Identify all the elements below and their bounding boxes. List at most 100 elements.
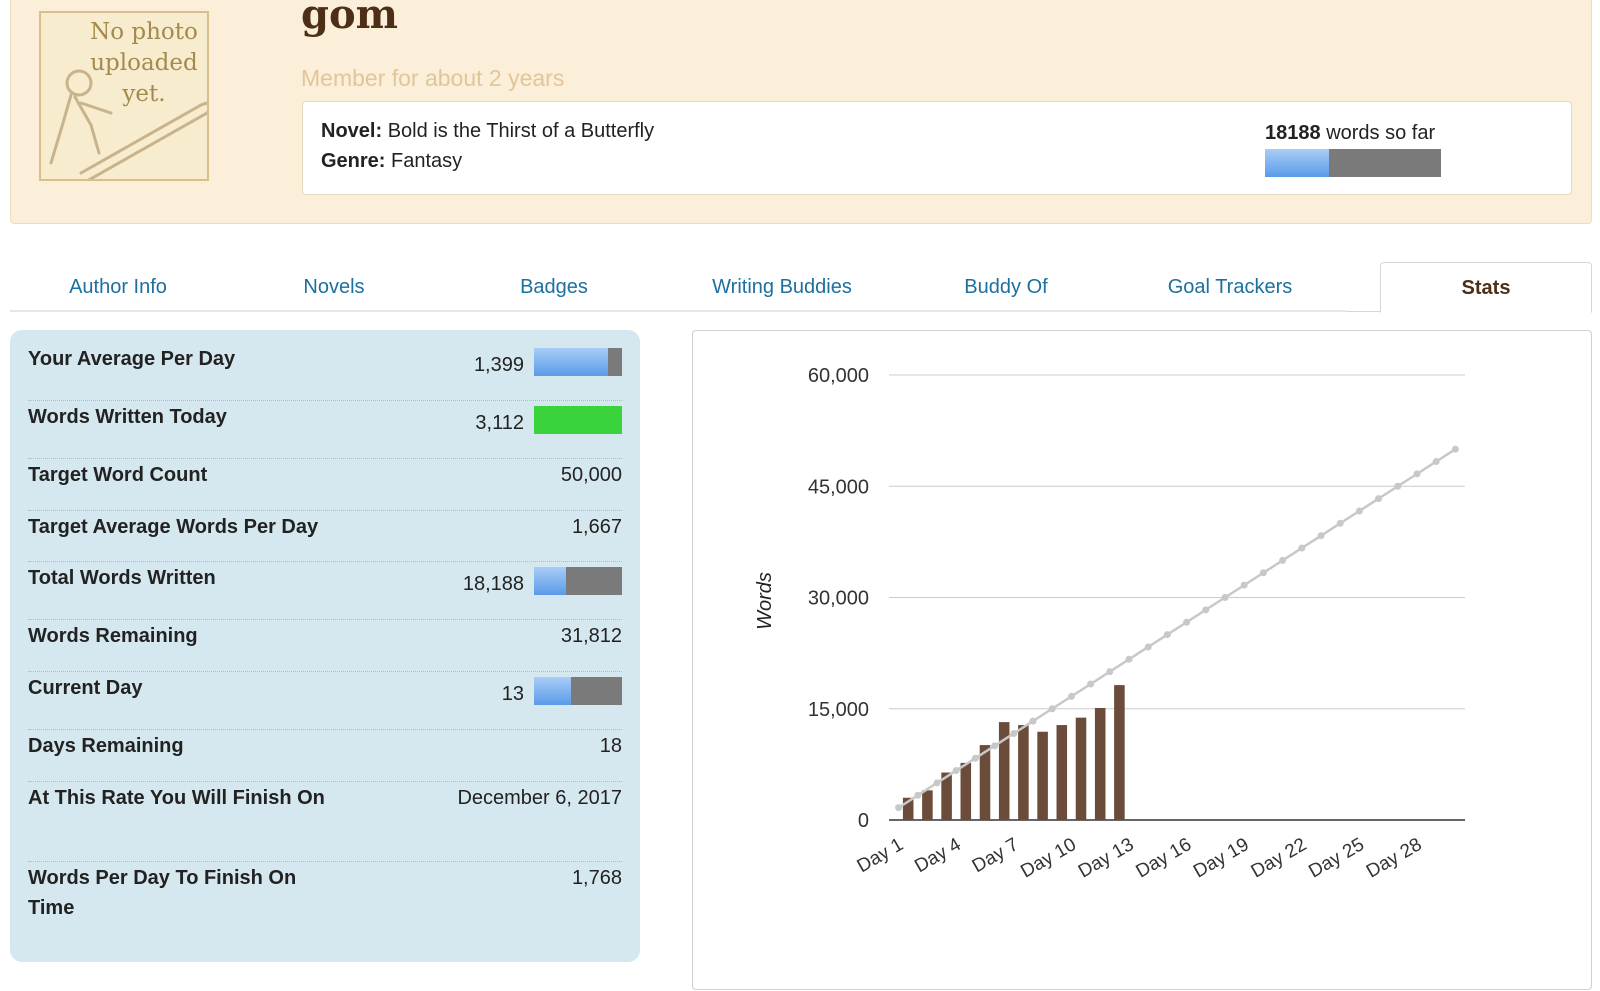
no-photo-line: yet. bbox=[122, 81, 166, 107]
target-point bbox=[1144, 643, 1152, 651]
bar bbox=[979, 745, 991, 820]
stat-value: 18 bbox=[599, 735, 622, 757]
stat-label: At This Rate You Will Finish On bbox=[28, 787, 325, 809]
novel-progress-bar bbox=[1265, 149, 1441, 177]
stat-label: Total Words Written bbox=[28, 567, 216, 589]
tab-writing-buddies[interactable]: Writing Buddies bbox=[666, 262, 898, 312]
x-tick-label: Day 7 bbox=[969, 834, 1022, 877]
y-tick-label: 30,000 bbox=[808, 588, 869, 610]
target-point bbox=[1163, 631, 1171, 639]
target-point bbox=[933, 779, 941, 787]
username: gom bbox=[301, 0, 398, 38]
y-axis-label: Words bbox=[754, 572, 776, 630]
target-point bbox=[971, 754, 979, 762]
stat-row-words-per-day-to-finish: Words Per Day To Finish On Time 1,768 bbox=[28, 861, 622, 941]
tab-badges[interactable]: Badges bbox=[442, 262, 666, 312]
profile-tabs: Author Info Novels Badges Writing Buddie… bbox=[10, 262, 1592, 313]
genre-line: Genre: Fantasy bbox=[321, 150, 462, 173]
target-point bbox=[1048, 705, 1056, 713]
target-point bbox=[1279, 556, 1287, 564]
bar bbox=[1075, 717, 1087, 820]
stat-label: Target Word Count bbox=[28, 464, 208, 486]
profile-header: No photo uploaded yet. gom Member for ab… bbox=[10, 0, 1592, 224]
stat-row-current-day: Current Day 13 bbox=[28, 671, 622, 730]
stats-panel: Your Average Per Day 1,399 Words Written… bbox=[10, 330, 640, 962]
bar bbox=[998, 722, 1010, 820]
target-point bbox=[1336, 519, 1344, 527]
target-point bbox=[1451, 445, 1459, 453]
stat-value: 31,812 bbox=[560, 625, 622, 647]
target-point bbox=[1202, 606, 1210, 614]
target-point bbox=[1317, 532, 1325, 540]
tab-author-info[interactable]: Author Info bbox=[10, 262, 226, 312]
target-point bbox=[895, 804, 903, 812]
writer-pencil-icon bbox=[49, 69, 207, 179]
stat-value: 50,000 bbox=[560, 464, 622, 486]
target-point bbox=[1259, 569, 1267, 577]
bar bbox=[1056, 725, 1068, 820]
y-tick-label: 15,000 bbox=[808, 699, 869, 721]
target-point bbox=[1432, 458, 1440, 466]
stat-value: 3,112 bbox=[475, 412, 524, 434]
stat-progress-bar bbox=[534, 348, 622, 376]
chart-bars bbox=[902, 685, 1125, 820]
target-point bbox=[1240, 581, 1248, 589]
novel-title: Bold is the Thirst of a Butterfly bbox=[387, 120, 655, 142]
target-point bbox=[1067, 692, 1075, 700]
stat-value: December 6, 2017 bbox=[457, 787, 622, 809]
target-point bbox=[1125, 655, 1133, 663]
y-tick-label: 60,000 bbox=[808, 365, 869, 387]
bar bbox=[902, 797, 914, 820]
stat-label: Words Per Day To Finish On Time bbox=[28, 867, 297, 919]
stat-row-finish-date: At This Rate You Will Finish On December… bbox=[28, 781, 622, 862]
stat-label: Target Average Words Per Day bbox=[28, 516, 319, 538]
no-photo-line: No photo bbox=[90, 19, 198, 45]
word-count-chart: 0 15,000 30,000 45,000 60,000 Day 1 Day 4 Day 7… bbox=[692, 330, 1592, 990]
stat-progress-bar bbox=[534, 567, 622, 595]
stat-value: 1,667 bbox=[571, 516, 622, 538]
no-photo-text: No photo uploaded yet. bbox=[89, 17, 199, 110]
stat-progress-fill bbox=[534, 677, 571, 705]
x-tick-label: Day 1 bbox=[854, 834, 907, 877]
chart-target-line bbox=[895, 445, 1459, 812]
x-tick-label: Day 19 bbox=[1190, 834, 1253, 882]
target-point bbox=[1087, 680, 1095, 688]
tab-novels[interactable]: Novels bbox=[226, 262, 442, 312]
target-point bbox=[1010, 729, 1018, 737]
target-point bbox=[1413, 470, 1421, 478]
target-point bbox=[1029, 717, 1037, 725]
bar bbox=[941, 772, 952, 820]
stat-row-target-average: Target Average Words Per Day 1,667 bbox=[28, 510, 622, 562]
stat-label: Days Remaining bbox=[28, 735, 184, 757]
stat-row-target-word-count: Target Word Count 50,000 bbox=[28, 458, 622, 511]
target-point bbox=[1221, 594, 1229, 601]
stat-label: Current Day bbox=[28, 677, 143, 699]
target-point bbox=[1106, 668, 1114, 676]
stat-progress-bar bbox=[534, 677, 622, 705]
stat-row-days-remaining: Days Remaining 18 bbox=[28, 729, 622, 782]
target-point bbox=[1394, 482, 1402, 490]
novel-progress-fill bbox=[1265, 149, 1330, 177]
word-count: 18188 bbox=[1265, 122, 1321, 144]
stat-value: 13 bbox=[501, 683, 524, 705]
tab-buddy-of[interactable]: Buddy Of bbox=[898, 262, 1114, 312]
bar bbox=[1094, 708, 1106, 820]
stat-value: 18,188 bbox=[462, 573, 524, 595]
novel-summary-card: Novel: Bold is the Thirst of a Butterfly… bbox=[302, 101, 1572, 195]
stat-progress-fill bbox=[534, 348, 608, 376]
chart-gridlines bbox=[889, 374, 1465, 821]
stat-label: Your Average Per Day bbox=[28, 348, 236, 370]
bar bbox=[1114, 685, 1125, 820]
tab-stats[interactable]: Stats bbox=[1380, 262, 1592, 313]
stat-value: 1,399 bbox=[473, 354, 524, 376]
target-point bbox=[1375, 495, 1383, 503]
stat-row-words-remaining: Words Remaining 31,812 bbox=[28, 619, 622, 672]
tab-goal-trackers[interactable]: Goal Trackers bbox=[1114, 262, 1346, 312]
x-tick-label: Day 25 bbox=[1305, 834, 1368, 882]
stat-label: Words Remaining bbox=[28, 625, 198, 647]
novel-line: Novel: Bold is the Thirst of a Butterfly bbox=[321, 120, 654, 143]
target-line bbox=[897, 448, 1457, 809]
bar bbox=[1037, 731, 1048, 820]
x-tick-label: Day 13 bbox=[1075, 834, 1138, 882]
genre-label: Genre: bbox=[321, 150, 386, 172]
